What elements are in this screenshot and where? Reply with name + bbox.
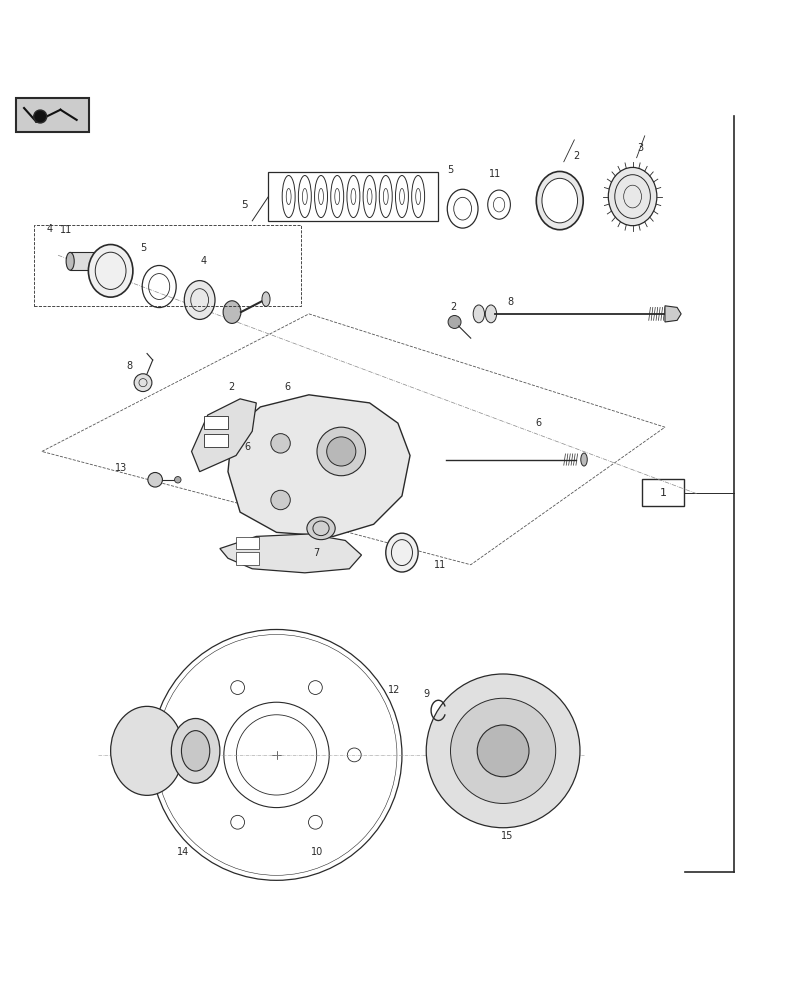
Ellipse shape <box>66 252 74 270</box>
Ellipse shape <box>385 533 418 572</box>
Text: 6: 6 <box>285 382 290 392</box>
Polygon shape <box>228 395 410 536</box>
Ellipse shape <box>88 245 133 297</box>
Ellipse shape <box>473 305 484 323</box>
Ellipse shape <box>174 477 181 483</box>
Text: 6: 6 <box>534 418 541 428</box>
Bar <box>236 537 259 549</box>
Text: 3: 3 <box>637 143 643 153</box>
Text: 2: 2 <box>572 151 578 161</box>
Polygon shape <box>70 252 98 270</box>
Circle shape <box>450 698 555 803</box>
Text: 2: 2 <box>228 382 234 392</box>
Ellipse shape <box>485 305 496 323</box>
Circle shape <box>34 110 47 123</box>
Text: 5: 5 <box>242 200 248 210</box>
Bar <box>236 552 259 565</box>
Text: 1: 1 <box>659 488 666 498</box>
Polygon shape <box>220 534 361 573</box>
Ellipse shape <box>607 167 656 226</box>
Ellipse shape <box>171 718 220 783</box>
Ellipse shape <box>184 281 215 319</box>
Circle shape <box>426 674 579 828</box>
Bar <box>204 416 228 429</box>
Ellipse shape <box>148 472 162 487</box>
Text: 6: 6 <box>244 442 250 452</box>
Text: 7: 7 <box>312 548 319 558</box>
Ellipse shape <box>134 374 152 392</box>
Text: 11: 11 <box>488 169 500 179</box>
Circle shape <box>477 725 528 777</box>
Ellipse shape <box>541 178 577 223</box>
Ellipse shape <box>580 453 586 466</box>
Text: 5: 5 <box>447 165 453 175</box>
Text: 8: 8 <box>507 297 513 307</box>
Circle shape <box>271 434 290 453</box>
Bar <box>34 225 300 306</box>
Text: 5: 5 <box>139 243 146 253</box>
Ellipse shape <box>535 171 582 230</box>
Text: 14: 14 <box>177 847 189 857</box>
Text: 9: 9 <box>423 689 429 699</box>
Text: 8: 8 <box>127 361 133 371</box>
Text: 4: 4 <box>47 224 53 234</box>
Circle shape <box>326 437 355 466</box>
Bar <box>204 434 228 447</box>
Text: 10: 10 <box>311 847 323 857</box>
Ellipse shape <box>110 706 183 795</box>
Text: 2: 2 <box>450 302 457 312</box>
Circle shape <box>271 490 290 510</box>
Ellipse shape <box>181 731 209 771</box>
Text: 13: 13 <box>114 463 127 473</box>
Polygon shape <box>664 306 680 322</box>
Text: 12: 12 <box>387 685 400 695</box>
Bar <box>642 479 684 506</box>
Ellipse shape <box>307 517 335 540</box>
Text: 11: 11 <box>60 225 72 235</box>
Text: 11: 11 <box>434 560 446 570</box>
Circle shape <box>448 315 461 328</box>
Ellipse shape <box>262 292 270 306</box>
Circle shape <box>316 427 365 476</box>
Ellipse shape <box>94 252 102 270</box>
Bar <box>268 172 438 221</box>
Polygon shape <box>191 399 256 472</box>
Text: 15: 15 <box>500 831 513 841</box>
Text: 4: 4 <box>200 256 207 266</box>
Bar <box>16 98 88 132</box>
Ellipse shape <box>223 301 241 323</box>
